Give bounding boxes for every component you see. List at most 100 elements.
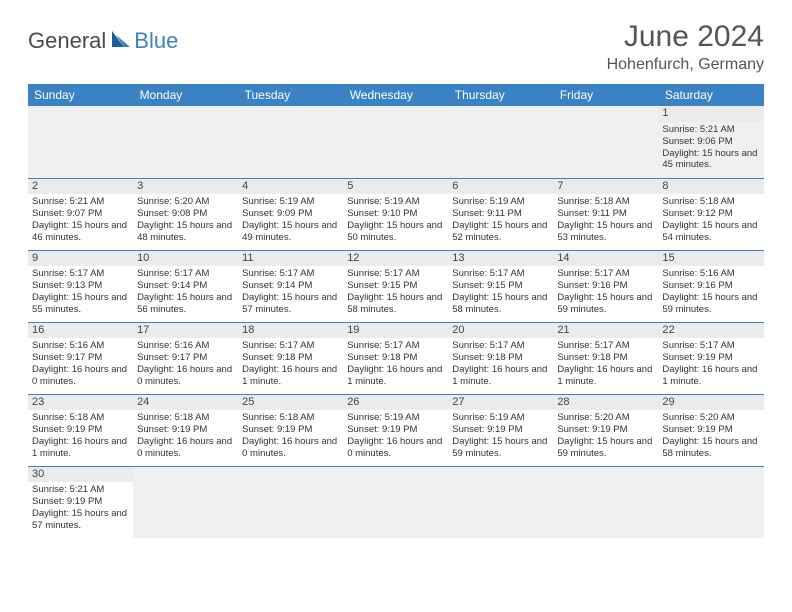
day-info: Sunrise: 5:18 AMSunset: 9:12 PMDaylight:… — [662, 196, 759, 244]
calendar-week: 2Sunrise: 5:21 AMSunset: 9:07 PMDaylight… — [28, 178, 764, 250]
day-number: 6 — [448, 179, 553, 195]
calendar-cell — [553, 106, 658, 178]
day-number: 18 — [238, 323, 343, 339]
calendar-week: 23Sunrise: 5:18 AMSunset: 9:19 PMDayligh… — [28, 394, 764, 466]
day-info: Sunrise: 5:21 AMSunset: 9:06 PMDaylight:… — [662, 124, 759, 172]
calendar-cell: 17Sunrise: 5:16 AMSunset: 9:17 PMDayligh… — [133, 322, 238, 394]
calendar-cell: 21Sunrise: 5:17 AMSunset: 9:18 PMDayligh… — [553, 322, 658, 394]
day-number: 11 — [238, 251, 343, 267]
calendar-cell: 25Sunrise: 5:18 AMSunset: 9:19 PMDayligh… — [238, 394, 343, 466]
weekday-header: Saturday — [658, 84, 763, 106]
calendar-cell: 11Sunrise: 5:17 AMSunset: 9:14 PMDayligh… — [238, 250, 343, 322]
day-number: 13 — [448, 251, 553, 267]
weekday-header: Thursday — [448, 84, 553, 106]
location: Hohenfurch, Germany — [607, 56, 764, 74]
calendar-cell: 26Sunrise: 5:19 AMSunset: 9:19 PMDayligh… — [343, 394, 448, 466]
calendar-cell — [658, 466, 763, 538]
day-info: Sunrise: 5:17 AMSunset: 9:14 PMDaylight:… — [137, 268, 234, 316]
day-number: 15 — [658, 251, 763, 267]
day-number: 5 — [343, 179, 448, 195]
day-info: Sunrise: 5:20 AMSunset: 9:19 PMDaylight:… — [557, 412, 654, 460]
calendar-cell — [133, 106, 238, 178]
calendar-cell — [238, 106, 343, 178]
day-number: 28 — [553, 395, 658, 411]
calendar-week: 1 Sunrise: 5:21 AMSunset: 9:06 PMDaylight… — [28, 106, 764, 178]
calendar-cell: 22Sunrise: 5:17 AMSunset: 9:19 PMDayligh… — [658, 322, 763, 394]
sail-icon — [110, 29, 132, 54]
day-number: 23 — [28, 395, 133, 411]
month-title: June 2024 — [607, 20, 764, 54]
calendar-cell: 27Sunrise: 5:19 AMSunset: 9:19 PMDayligh… — [448, 394, 553, 466]
day-info: Sunrise: 5:19 AMSunset: 9:11 PMDaylight:… — [452, 196, 549, 244]
day-info: Sunrise: 5:18 AMSunset: 9:19 PMDaylight:… — [32, 412, 129, 460]
day-number: 27 — [448, 395, 553, 411]
day-number: 22 — [658, 323, 763, 339]
day-number: 7 — [553, 179, 658, 195]
day-number: 2 — [28, 179, 133, 195]
calendar-cell — [448, 106, 553, 178]
calendar-week: 9Sunrise: 5:17 AMSunset: 9:13 PMDaylight… — [28, 250, 764, 322]
day-info: Sunrise: 5:18 AMSunset: 9:11 PMDaylight:… — [557, 196, 654, 244]
calendar-cell: 3Sunrise: 5:20 AMSunset: 9:08 PMDaylight… — [133, 178, 238, 250]
day-number: 1 — [658, 106, 763, 122]
weekday-header: Sunday — [28, 84, 133, 106]
day-number: 29 — [658, 395, 763, 411]
calendar-cell — [133, 466, 238, 538]
header: General Blue June 2024 Hohenfurch, Germa… — [28, 20, 764, 74]
day-number: 30 — [28, 467, 133, 483]
day-info: Sunrise: 5:18 AMSunset: 9:19 PMDaylight:… — [242, 412, 339, 460]
logo-text-blue: Blue — [134, 28, 178, 54]
calendar-week: 30Sunrise: 5:21 AMSunset: 9:19 PMDayligh… — [28, 466, 764, 538]
day-number: 20 — [448, 323, 553, 339]
calendar-cell — [553, 466, 658, 538]
calendar-cell: 9Sunrise: 5:17 AMSunset: 9:13 PMDaylight… — [28, 250, 133, 322]
title-block: June 2024 Hohenfurch, Germany — [607, 20, 764, 74]
weekday-header: Wednesday — [343, 84, 448, 106]
calendar-cell: 20Sunrise: 5:17 AMSunset: 9:18 PMDayligh… — [448, 322, 553, 394]
calendar-cell: 29Sunrise: 5:20 AMSunset: 9:19 PMDayligh… — [658, 394, 763, 466]
day-number: 8 — [658, 179, 763, 195]
day-number: 9 — [28, 251, 133, 267]
day-info: Sunrise: 5:17 AMSunset: 9:19 PMDaylight:… — [662, 340, 759, 388]
calendar-cell — [28, 106, 133, 178]
day-info: Sunrise: 5:16 AMSunset: 9:17 PMDaylight:… — [137, 340, 234, 388]
day-number: 4 — [238, 179, 343, 195]
day-info: Sunrise: 5:19 AMSunset: 9:10 PMDaylight:… — [347, 196, 444, 244]
day-info: Sunrise: 5:17 AMSunset: 9:18 PMDaylight:… — [452, 340, 549, 388]
calendar-cell: 23Sunrise: 5:18 AMSunset: 9:19 PMDayligh… — [28, 394, 133, 466]
day-info: Sunrise: 5:17 AMSunset: 9:15 PMDaylight:… — [347, 268, 444, 316]
calendar-cell: 18Sunrise: 5:17 AMSunset: 9:18 PMDayligh… — [238, 322, 343, 394]
calendar-cell — [343, 106, 448, 178]
day-number: 21 — [553, 323, 658, 339]
day-info: Sunrise: 5:17 AMSunset: 9:18 PMDaylight:… — [242, 340, 339, 388]
calendar-cell — [343, 466, 448, 538]
calendar-cell: 14Sunrise: 5:17 AMSunset: 9:16 PMDayligh… — [553, 250, 658, 322]
day-info: Sunrise: 5:17 AMSunset: 9:18 PMDaylight:… — [557, 340, 654, 388]
calendar-cell: 28Sunrise: 5:20 AMSunset: 9:19 PMDayligh… — [553, 394, 658, 466]
day-info: Sunrise: 5:18 AMSunset: 9:19 PMDaylight:… — [137, 412, 234, 460]
day-number: 14 — [553, 251, 658, 267]
day-number: 24 — [133, 395, 238, 411]
day-info: Sunrise: 5:17 AMSunset: 9:13 PMDaylight:… — [32, 268, 129, 316]
calendar-cell: 19Sunrise: 5:17 AMSunset: 9:18 PMDayligh… — [343, 322, 448, 394]
day-info: Sunrise: 5:17 AMSunset: 9:18 PMDaylight:… — [347, 340, 444, 388]
day-number: 17 — [133, 323, 238, 339]
logo: General Blue — [28, 20, 178, 54]
calendar-cell — [448, 466, 553, 538]
calendar-cell: 10Sunrise: 5:17 AMSunset: 9:14 PMDayligh… — [133, 250, 238, 322]
calendar-cell: 16Sunrise: 5:16 AMSunset: 9:17 PMDayligh… — [28, 322, 133, 394]
day-info: Sunrise: 5:17 AMSunset: 9:16 PMDaylight:… — [557, 268, 654, 316]
weekday-header: Friday — [553, 84, 658, 106]
calendar-cell: 12Sunrise: 5:17 AMSunset: 9:15 PMDayligh… — [343, 250, 448, 322]
day-info: Sunrise: 5:19 AMSunset: 9:19 PMDaylight:… — [347, 412, 444, 460]
day-info: Sunrise: 5:16 AMSunset: 9:16 PMDaylight:… — [662, 268, 759, 316]
day-info: Sunrise: 5:21 AMSunset: 9:07 PMDaylight:… — [32, 196, 129, 244]
weekday-header: Tuesday — [238, 84, 343, 106]
day-number: 12 — [343, 251, 448, 267]
calendar-cell — [238, 466, 343, 538]
calendar-cell: 15Sunrise: 5:16 AMSunset: 9:16 PMDayligh… — [658, 250, 763, 322]
calendar-cell: 1 Sunrise: 5:21 AMSunset: 9:06 PMDaylight… — [658, 106, 763, 178]
calendar-cell: 8Sunrise: 5:18 AMSunset: 9:12 PMDaylight… — [658, 178, 763, 250]
calendar-cell: 24Sunrise: 5:18 AMSunset: 9:19 PMDayligh… — [133, 394, 238, 466]
calendar: Sunday Monday Tuesday Wednesday Thursday… — [28, 84, 764, 538]
